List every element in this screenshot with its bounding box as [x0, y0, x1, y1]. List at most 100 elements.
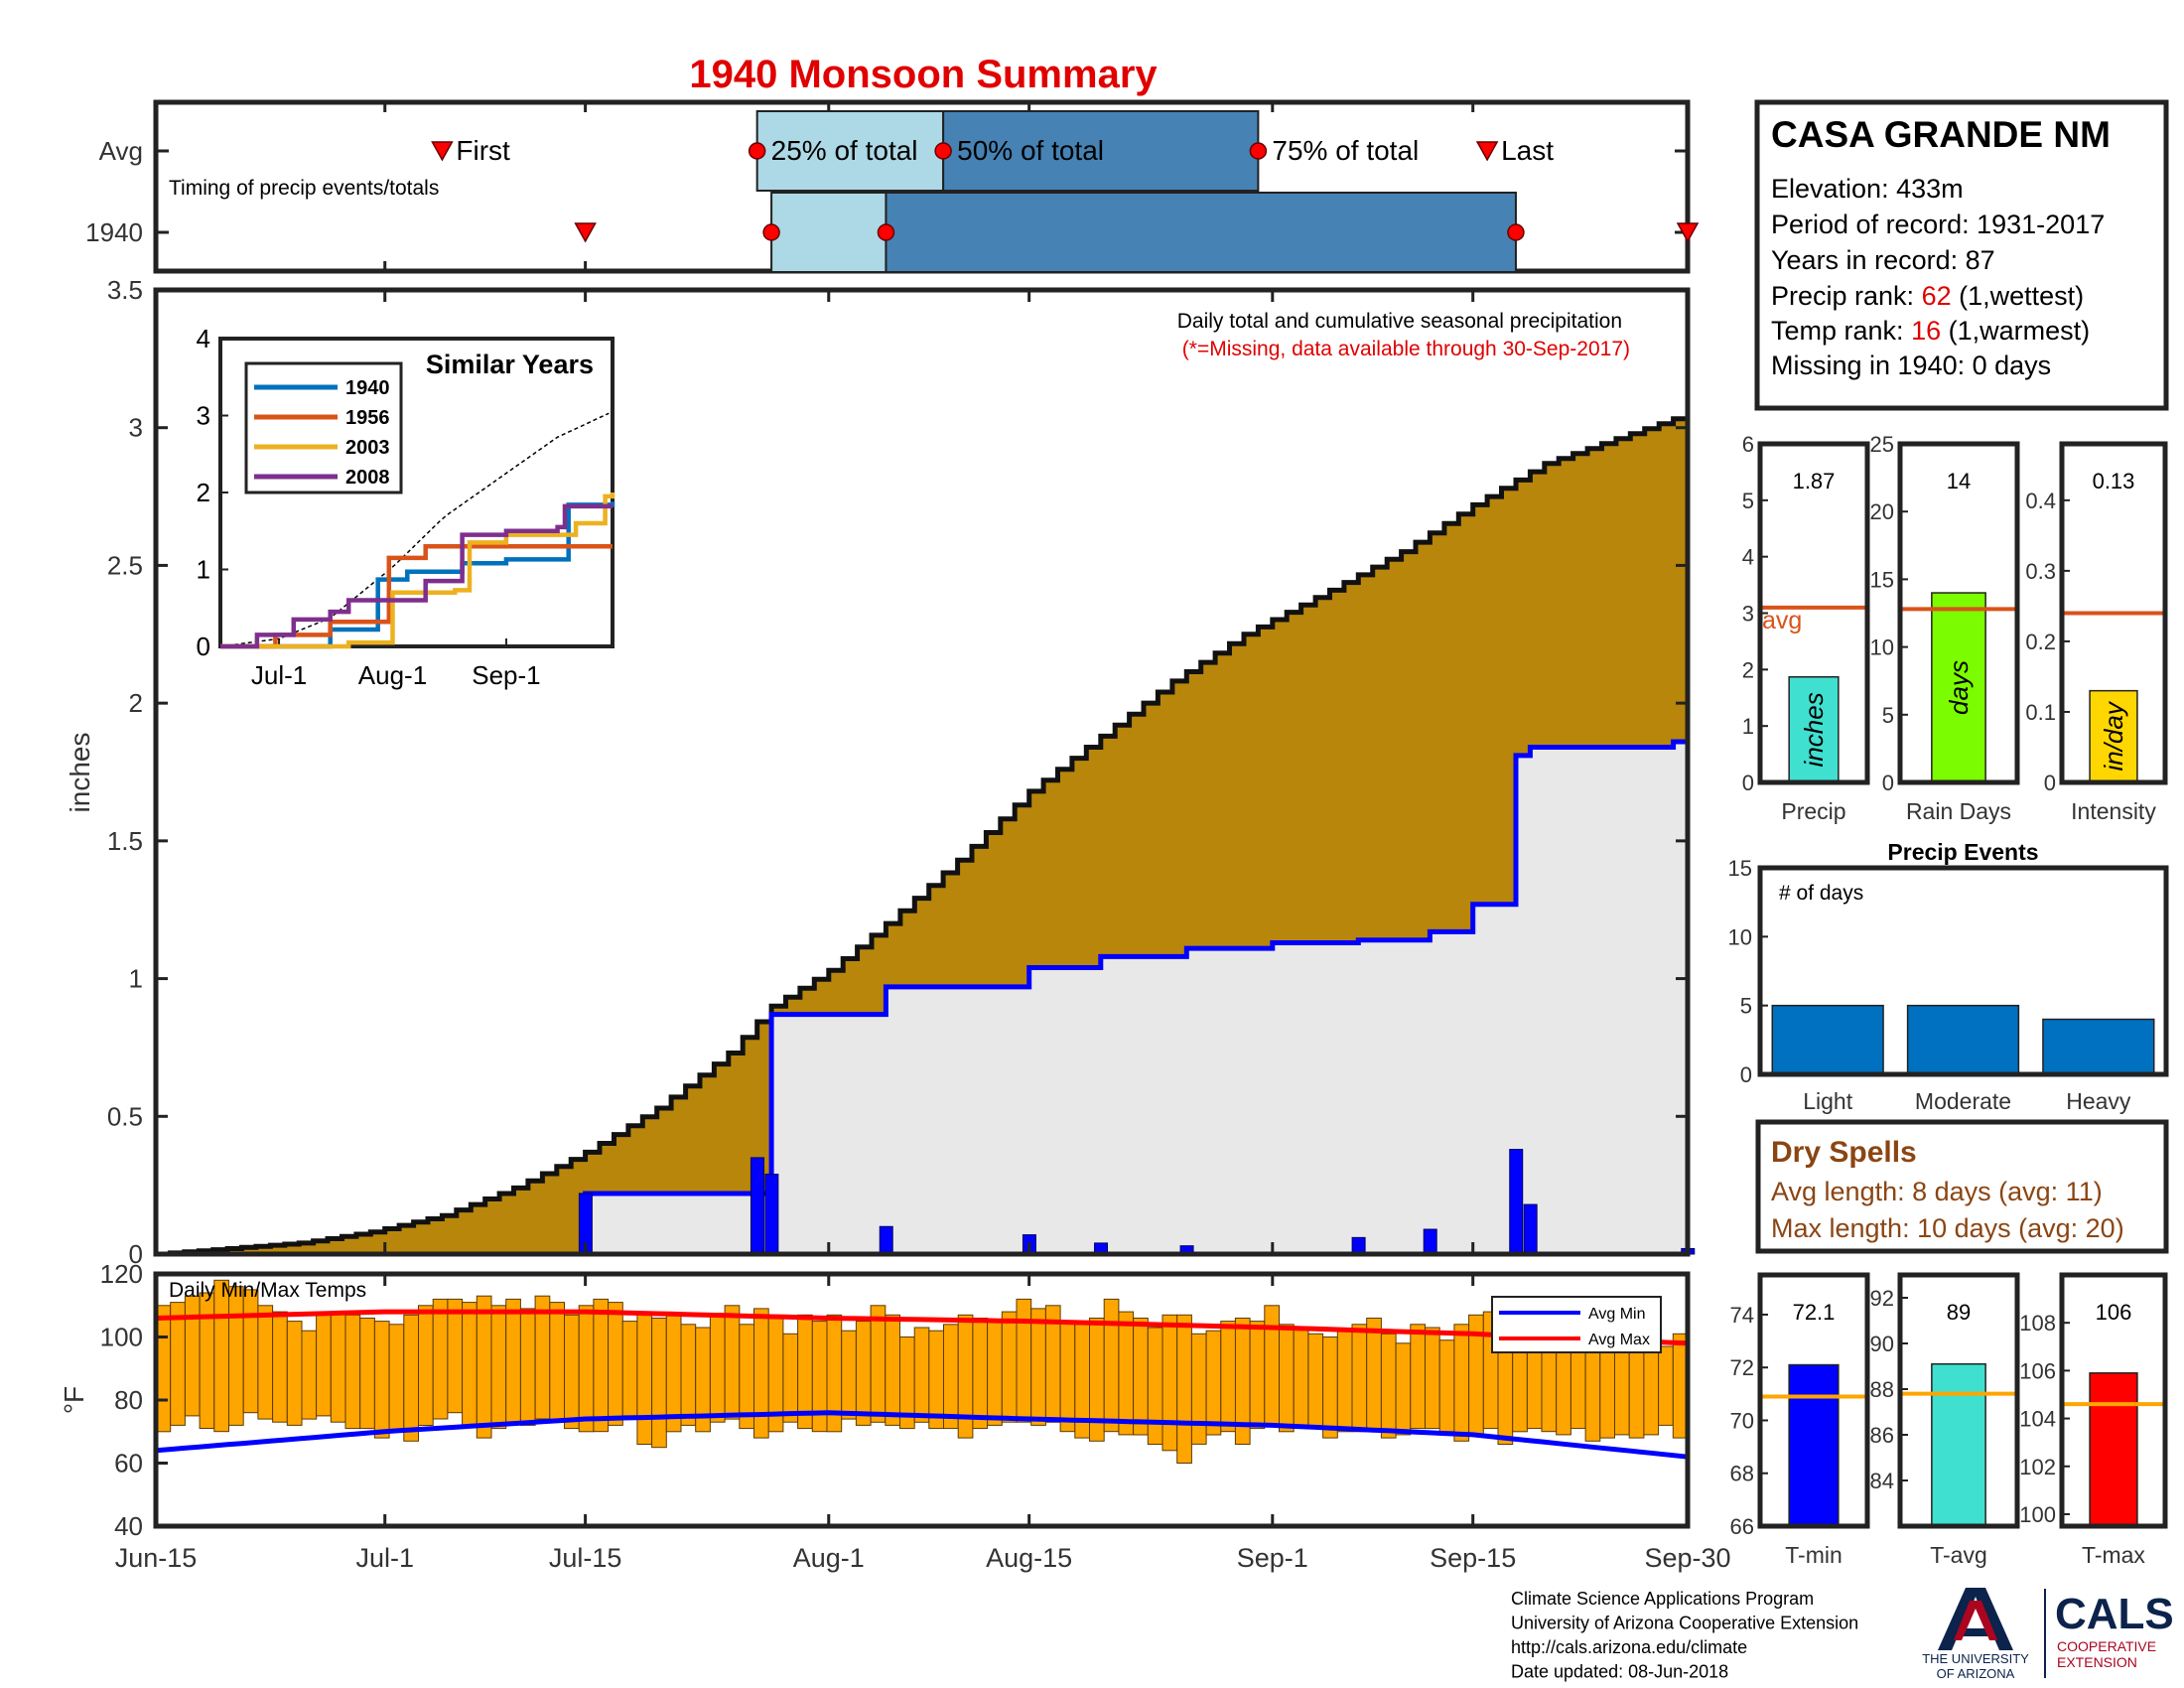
- panel-y-label: 20: [1870, 499, 1894, 524]
- daily-precip-bar: [1423, 1228, 1437, 1255]
- panel-frame: [1757, 1272, 1870, 1529]
- daily-temp-bar: [987, 1321, 1003, 1426]
- panel-label: Precip: [1781, 798, 1845, 824]
- daily-temp-bar: [1190, 1333, 1207, 1445]
- dry-spells-avg: Avg length: 8 days (avg: 11): [1771, 1177, 2103, 1206]
- events-frame: [1757, 865, 2169, 1077]
- timing-box-25-50: [770, 192, 887, 273]
- daily-temp-bar: [242, 1289, 259, 1414]
- panel-y-label: 0.1: [2025, 700, 2056, 725]
- daily-temp-bar: [462, 1302, 478, 1426]
- daily-temp-bar: [1205, 1330, 1222, 1436]
- daily-temp-bar: [972, 1318, 989, 1430]
- station-frame: [1754, 99, 2169, 411]
- station-name: CASA GRANDE NM: [1771, 114, 2111, 155]
- daily-temp-bar: [286, 1321, 303, 1426]
- date-tick-label: Sep-1: [1237, 1543, 1308, 1573]
- panel-y-label: 1: [1742, 714, 1754, 739]
- legend-label-1940: 1940: [345, 377, 390, 399]
- daily-temp-bar: [855, 1321, 872, 1426]
- label-p50: 50% of total: [957, 135, 1104, 166]
- missing-note: (*=Missing, data available through 30-Se…: [1182, 338, 1630, 360]
- event-label-heavy: Heavy: [2066, 1088, 2131, 1114]
- temp-rank-suffix: (1,warmest): [1941, 316, 2090, 346]
- y-tick-label: 0.5: [107, 1101, 143, 1131]
- panel-y-label: 74: [1730, 1303, 1754, 1328]
- cals-logo-sub: COOPERATIVE: [2057, 1638, 2156, 1654]
- missing-days: Missing in 1940: 0 days: [1771, 351, 2051, 380]
- label-last: Last: [1501, 135, 1554, 166]
- value-bar: [1931, 592, 1986, 783]
- daily-temp-bar: [1380, 1333, 1397, 1439]
- value-bar: [1788, 1363, 1840, 1527]
- panel-y-label: 102: [2019, 1455, 2056, 1479]
- panel-label: Rain Days: [1906, 798, 2011, 824]
- panel-y-label: 104: [2019, 1407, 2056, 1432]
- panel-y-label: 108: [2019, 1311, 2056, 1336]
- panel-frame: [2059, 1272, 2168, 1529]
- temp-rank-prefix: Temp rank:: [1771, 316, 1911, 346]
- daily-temp-bar: [1059, 1321, 1076, 1433]
- daily-temp-bar: [1366, 1318, 1382, 1430]
- inset-series-1956: [220, 544, 613, 649]
- cals-logo-text: CALS: [2055, 1590, 2174, 1638]
- y-axis-label: inches: [65, 733, 95, 813]
- daily-temp-bar: [1395, 1342, 1412, 1436]
- panel-frame: [2059, 441, 2168, 785]
- avg-label: avg: [1762, 607, 1802, 634]
- daily-temp-bar: [593, 1298, 610, 1433]
- daily-temp-bar: [1410, 1324, 1427, 1430]
- marker-p25: [762, 223, 780, 241]
- events-y-label: 5: [1740, 994, 1752, 1019]
- daily-temp-bar: [724, 1305, 741, 1420]
- marker-last: [1475, 141, 1499, 162]
- marker-p75: [1507, 223, 1525, 241]
- dry-spells-title: Dry Spells: [1771, 1136, 1917, 1169]
- marker-p75: [1249, 142, 1268, 160]
- legend-label-2003: 2003: [345, 437, 390, 459]
- daily-temp-bar: [432, 1298, 449, 1420]
- daily-temp-bar: [476, 1295, 492, 1439]
- marker-p50: [934, 142, 952, 160]
- station-info-box: CASA GRANDE NM Elevation: 433m Period of r…: [1754, 99, 2169, 411]
- y-tick-label: 1.5: [107, 826, 143, 856]
- unit-label: inches: [1799, 692, 1829, 767]
- t-avg-panel: 84 86 88 90 92 89 T-avg: [1870, 1272, 2020, 1568]
- daily-temp-bar: [519, 1308, 536, 1426]
- panel-y-label: 0.3: [2025, 559, 2056, 584]
- chart-title: 1940 Monsoon Summary: [689, 53, 1158, 96]
- ua-logo-text: OF ARIZONA: [1937, 1666, 2015, 1681]
- daily-temp-bar: [1001, 1311, 1018, 1423]
- value-label: 0.13: [2093, 469, 2135, 493]
- dry-spells-box: Dry Spells Avg length: 8 days (avg: 11) Ma…: [1755, 1119, 2169, 1254]
- daily-temp-bar: [1249, 1321, 1266, 1430]
- daily-temp-bar: [534, 1295, 551, 1420]
- footer-line: Date updated: 08-Jun-2018: [1511, 1662, 1728, 1682]
- label-p25: 25% of total: [771, 135, 918, 166]
- temp-y-label: 60: [114, 1449, 143, 1478]
- avg-max-line: [155, 1309, 1689, 1346]
- y-tick-label: 3.5: [107, 275, 143, 305]
- marker-first: [431, 141, 454, 162]
- ua-logo-mark-red: [1954, 1601, 1997, 1640]
- panel-y-label: 0: [1882, 771, 1894, 795]
- inset-x-label: Sep-1: [472, 660, 540, 690]
- panel-frame: [1897, 1272, 2020, 1529]
- footer-line: University of Arizona Cooperative Extens…: [1511, 1614, 1858, 1633]
- year-cumulative-area: [156, 736, 1688, 1254]
- timing-box-50-75: [885, 192, 1517, 273]
- date-tick-label: Jun-15: [115, 1543, 198, 1573]
- legend-avg-max: Avg Max: [1588, 1332, 1650, 1348]
- panel-y-label: 100: [2019, 1502, 2056, 1527]
- panel-y-label: 90: [1870, 1332, 1894, 1356]
- daily-temp-bar: [1030, 1308, 1046, 1426]
- daily-temp-bar: [505, 1298, 521, 1423]
- value-bar: [2089, 689, 2138, 783]
- avg-min-line: [155, 1410, 1689, 1460]
- avg-cumulative-outline: [156, 413, 1691, 1257]
- precip-rank-prefix: Precip rank:: [1771, 281, 1922, 311]
- daily-temp-bar: [199, 1292, 215, 1429]
- temp-y-label: 40: [114, 1511, 143, 1541]
- row-label-avg: Avg: [99, 136, 143, 166]
